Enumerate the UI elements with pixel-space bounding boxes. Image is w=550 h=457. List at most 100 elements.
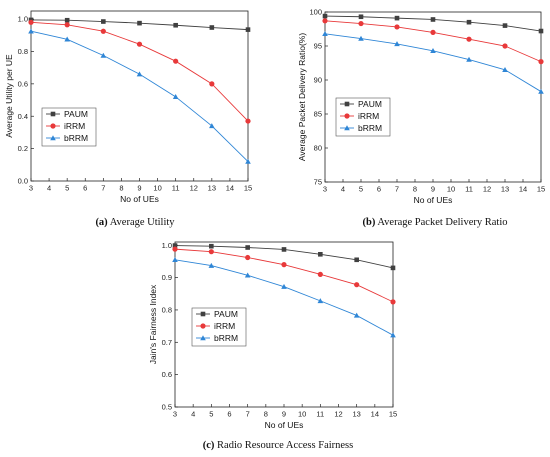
- data-point: [322, 18, 328, 24]
- data-point: [209, 123, 215, 129]
- data-point: [502, 23, 508, 28]
- y-tick-label: 0.2: [18, 144, 28, 153]
- data-point: [466, 19, 472, 25]
- y-tick-label: 90: [314, 76, 322, 85]
- x-tick-label: 10: [447, 185, 455, 194]
- x-tick-label: 4: [47, 184, 51, 193]
- x-tick-label: 13: [501, 185, 509, 194]
- data-point: [172, 256, 178, 262]
- figure-caption: (c) Radio Resource Access Fairness: [203, 440, 353, 451]
- y-axis-label: Average Utility per UE: [4, 54, 14, 138]
- data-point: [466, 56, 472, 62]
- data-point: [28, 28, 34, 34]
- x-tick-label: 7: [246, 410, 250, 419]
- series-line: [324, 33, 542, 92]
- data-point: [502, 67, 508, 72]
- y-tick-label: 0.7: [162, 338, 172, 347]
- data-point: [538, 59, 544, 65]
- data-point: [322, 13, 328, 19]
- data-point: [281, 262, 287, 268]
- data-point: [502, 43, 508, 49]
- x-tick-label: 5: [65, 184, 69, 193]
- caption-text: Average Packet Delivery Ratio: [375, 217, 507, 228]
- data-point: [64, 17, 70, 23]
- data-point: [136, 41, 143, 47]
- series-paum: [322, 13, 544, 34]
- data-point: [173, 58, 179, 64]
- chart-3: 3 4 5 6 7 8 9 10 11 12 13 14 15 0.5 0.6 0.7 0.8 0.9 1.0 No …: [148, 241, 397, 451]
- legend-marker: [50, 135, 56, 141]
- data-point: [358, 14, 364, 20]
- series-irrm: [28, 19, 251, 124]
- data-point: [394, 15, 400, 21]
- series-brrm: [172, 256, 396, 338]
- y-axis-label: Average Packet Delivery Ratio(%): [297, 33, 307, 162]
- y-tick-label: 0.9: [162, 273, 172, 282]
- x-tick-label: 6: [227, 410, 231, 419]
- data-point: [101, 19, 106, 24]
- x-axis-label: No of UEs: [414, 195, 453, 205]
- legend-label: PAUM: [64, 109, 88, 119]
- data-point: [430, 29, 436, 35]
- x-tick-label: 11: [172, 184, 180, 193]
- x-tick-label: 9: [282, 410, 286, 419]
- data-point: [318, 251, 323, 257]
- legend: PAUM iRRM bRRM: [335, 97, 391, 137]
- series-line: [324, 20, 542, 63]
- data-point: [172, 243, 178, 248]
- data-point: [64, 22, 70, 28]
- legend-label: iRRM: [214, 321, 235, 331]
- y-tick-label: 95: [314, 42, 322, 51]
- x-tick-label: 4: [341, 185, 345, 194]
- x-tick-label: 9: [137, 184, 141, 193]
- y-tick-label: 100: [309, 8, 322, 17]
- x-tick-label: 9: [431, 185, 435, 194]
- x-tick-label: 12: [334, 410, 342, 419]
- legend-label: bRRM: [214, 333, 238, 343]
- x-tick-label: 3: [173, 410, 177, 419]
- chart-1: 3 4 5 6 7 8 9 10 11 12 13 14 15 0.0 0.2 0.4 0.6 0.8 1.0 No …: [4, 10, 252, 228]
- x-tick-label: 12: [483, 185, 491, 194]
- legend-marker: [50, 111, 56, 117]
- x-tick-label: 8: [264, 410, 268, 419]
- data-point: [281, 283, 287, 289]
- legend-label: PAUM: [358, 99, 382, 109]
- data-point: [430, 47, 436, 53]
- data-point: [209, 243, 214, 249]
- series-irrm: [172, 246, 396, 305]
- data-point: [322, 30, 328, 36]
- x-tick-label: 11: [316, 410, 324, 419]
- data-point: [173, 22, 178, 28]
- y-tick-label: 0.6: [18, 79, 28, 88]
- x-tick-label: 10: [153, 184, 161, 193]
- series-paum: [172, 243, 396, 271]
- x-tick-label: 5: [209, 410, 213, 419]
- data-point: [100, 28, 106, 34]
- caption-letter: (a): [95, 217, 108, 228]
- y-tick-label: 0.4: [18, 112, 28, 121]
- legend: PAUM iRRM bRRM: [41, 107, 97, 147]
- data-point: [208, 249, 214, 255]
- data-point: [245, 27, 251, 32]
- data-point: [538, 88, 544, 94]
- x-tick-label: 3: [323, 185, 327, 194]
- x-axis-label: No of UEs: [120, 194, 159, 204]
- y-tick-label: 80: [314, 144, 322, 153]
- x-tick-label: 11: [465, 185, 473, 194]
- x-tick-label: 13: [352, 410, 360, 419]
- data-point: [390, 265, 396, 271]
- x-tick-label: 14: [371, 410, 379, 419]
- data-point: [390, 332, 396, 338]
- data-point: [245, 118, 251, 124]
- y-tick-label: 0.8: [162, 306, 172, 315]
- data-point: [136, 71, 143, 77]
- series-irrm: [322, 18, 544, 65]
- data-point: [394, 41, 400, 47]
- y-tick-label: 1.0: [162, 241, 172, 250]
- legend-marker: [200, 311, 206, 317]
- data-point: [358, 20, 364, 27]
- legend-marker: [344, 113, 350, 119]
- data-point: [245, 254, 251, 261]
- data-point: [317, 298, 324, 304]
- series-line: [174, 248, 394, 303]
